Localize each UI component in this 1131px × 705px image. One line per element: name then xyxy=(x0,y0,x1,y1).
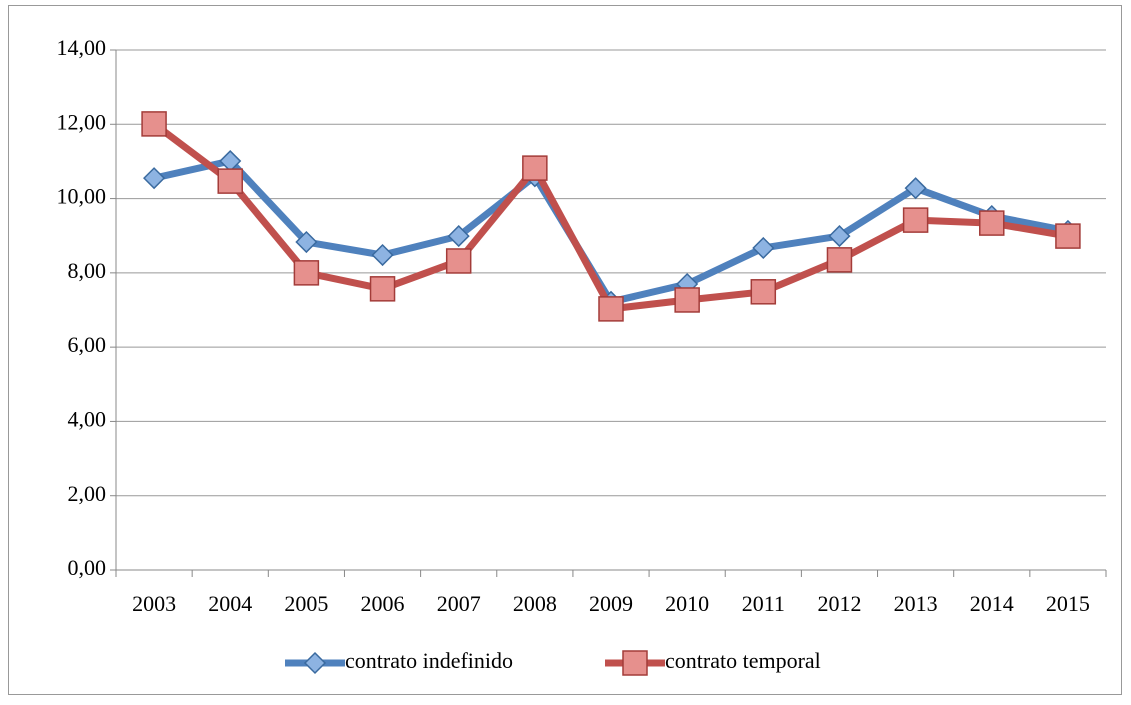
x-tick-label: 2004 xyxy=(208,591,252,616)
y-tick-label: 10,00 xyxy=(57,184,107,209)
data-point xyxy=(371,243,394,267)
y-tick-label: 14,00 xyxy=(57,35,107,60)
x-tick-label: 2015 xyxy=(1046,591,1090,616)
chart-border xyxy=(8,5,1122,695)
x-tick-label: 2011 xyxy=(742,591,785,616)
data-point xyxy=(293,260,320,286)
x-tick-label: 2007 xyxy=(437,591,481,616)
y-tick-label: 4,00 xyxy=(68,406,107,431)
legend-marker xyxy=(622,650,648,676)
y-tick-label: 2,00 xyxy=(68,481,107,506)
x-tick-label: 2005 xyxy=(284,591,328,616)
data-point xyxy=(979,210,1005,236)
data-point xyxy=(752,236,775,260)
data-point xyxy=(445,248,472,274)
y-tick-label: 12,00 xyxy=(57,109,107,134)
data-point xyxy=(750,279,777,305)
x-tick-label: 2013 xyxy=(894,591,938,616)
data-point xyxy=(674,287,700,313)
data-point xyxy=(447,225,470,248)
data-point xyxy=(217,168,243,194)
data-point xyxy=(522,155,548,181)
x-tick-label: 2006 xyxy=(361,591,405,616)
data-point xyxy=(828,225,851,248)
x-tick-label: 2008 xyxy=(513,591,557,616)
data-point xyxy=(141,111,167,137)
data-point xyxy=(598,296,624,322)
y-tick-label: 6,00 xyxy=(68,332,107,357)
data-point xyxy=(904,177,927,200)
legend-label: contrato temporal xyxy=(665,648,821,673)
legend-marker xyxy=(303,651,327,675)
x-tick-label: 2010 xyxy=(665,591,709,616)
data-point xyxy=(902,207,929,233)
data-point xyxy=(369,276,396,302)
x-tick-label: 2009 xyxy=(589,591,633,616)
data-point xyxy=(1055,223,1081,249)
data-point xyxy=(143,167,166,190)
x-tick-label: 2003 xyxy=(132,591,176,616)
y-tick-label: 0,00 xyxy=(68,555,107,580)
x-tick-label: 2012 xyxy=(817,591,861,616)
data-point xyxy=(826,247,853,273)
legend-label: contrato indefinido xyxy=(345,648,513,673)
data-point xyxy=(295,230,318,254)
y-tick-label: 8,00 xyxy=(68,258,107,283)
x-tick-label: 2014 xyxy=(970,591,1014,616)
